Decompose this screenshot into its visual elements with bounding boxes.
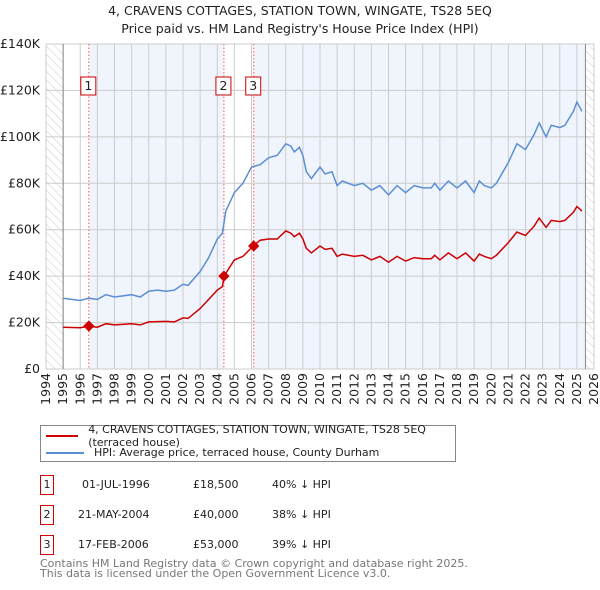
x-tick-label: 2013 [363,373,378,405]
legend-swatch-property [46,434,79,437]
x-tick-label: 2005 [226,373,241,405]
footer: Contains HM Land Registry data © Crown c… [40,557,468,580]
y-tick-label: £120K [0,82,41,97]
y-tick-label: £100K [0,129,41,144]
sale-point [248,240,260,252]
x-tick-label: 1997 [89,373,104,405]
x-tick-label: 2018 [449,373,464,405]
sale-label-box [80,76,97,96]
transaction-price: £40,000 [193,508,239,521]
sale-label-box [215,76,232,96]
x-tick-label: 2022 [518,373,533,405]
x-tick-label: 2010 [312,373,327,405]
x-tick-label: 1994 [38,373,53,405]
x-tick-label: 2017 [432,373,447,405]
chart-title: 4, CRAVENS COTTAGES, STATION TOWN, WINGA… [108,3,492,18]
transaction-hpi-diff: 39% ↓ HPI [272,538,331,551]
transaction-price: £18,500 [193,478,239,491]
legend-label-property: 4, CRAVENS COTTAGES, STATION TOWN, WINGA… [88,422,426,449]
sale-label: 3 [249,78,257,93]
sale-label: 1 [84,78,92,93]
transaction-number: 1 [40,475,54,495]
x-tick-label: 2024 [552,373,567,405]
x-tick-label: 2015 [398,373,413,405]
transaction-row: 3 17-FEB-2006 £53,000 39% ↓ HPI [40,535,440,555]
shaded-period [88,44,224,369]
x-tick-label: 2008 [278,373,293,405]
y-tick-label: £0 [24,361,40,376]
shaded-period [253,44,586,369]
x-tick-label: 2012 [346,373,361,405]
hatched-region-after [585,44,594,369]
x-tick-label: 1999 [124,373,139,405]
x-tick-label: 2011 [329,373,344,405]
transaction-number: 3 [40,535,54,555]
transaction-price: £53,000 [193,538,239,551]
hatched-region-before [46,44,64,369]
property-price-line [63,205,583,329]
x-tick-label: 2021 [500,373,515,405]
x-tick-label: 2002 [175,373,190,405]
x-tick-label: 1996 [72,373,87,405]
y-tick-label: £40K [8,268,41,283]
x-tick-label: 2025 [569,373,584,405]
sale-label: 2 [219,78,227,93]
legend-swatch-hpi [46,451,84,454]
sale-label-box [245,76,262,96]
x-tick-label: 2006 [244,373,259,405]
y-tick-label: £20K [8,315,41,330]
transaction-date: 01-JUL-1996 [82,478,150,491]
transaction-row: 2 21-MAY-2004 £40,000 38% ↓ HPI [40,505,440,525]
x-tick-label: 2000 [141,373,156,405]
x-tick-label: 2014 [381,373,396,405]
x-tick-label: 2020 [483,373,498,405]
legend-label-hpi: HPI: Average price, terraced house, Coun… [94,446,380,459]
x-tick-label: 2026 [586,373,600,405]
x-tick-label: 2007 [261,373,276,405]
x-tick-label: 2009 [295,373,310,405]
y-tick-label: £60K [8,222,41,237]
legend: 4, CRAVENS COTTAGES, STATION TOWN, WINGA… [40,422,456,462]
x-tick-label: 2016 [415,373,430,405]
transaction-number: 2 [40,505,54,525]
y-tick-label: £80K [8,175,41,190]
transaction-hpi-diff: 38% ↓ HPI [272,508,331,521]
footer-copyright: Contains HM Land Registry data © Crown c… [40,557,468,570]
price-chart: 4, CRAVENS COTTAGES, STATION TOWN, WINGA… [0,3,600,405]
transaction-row: 1 01-JUL-1996 £18,500 40% ↓ HPI [40,475,440,495]
chart-subtitle: Price paid vs. HM Land Registry's House … [121,21,478,36]
x-tick-label: 1998 [107,373,122,405]
transaction-date: 21-MAY-2004 [78,508,150,521]
x-tick-label: 2023 [535,373,550,405]
footer-licence: This data is licensed under the Open Gov… [40,567,391,580]
x-tick-label: 2019 [466,373,481,405]
x-tick-label: 2001 [158,373,173,405]
x-tick-label: 1995 [55,373,70,405]
sale-point [218,270,230,282]
y-tick-label: £140K [0,36,41,51]
x-tick-label: 2004 [209,373,224,405]
hpi-line [63,100,583,302]
x-tick-label: 2003 [192,373,207,405]
transaction-date: 17-FEB-2006 [78,538,149,551]
transaction-hpi-diff: 40% ↓ HPI [272,478,331,491]
